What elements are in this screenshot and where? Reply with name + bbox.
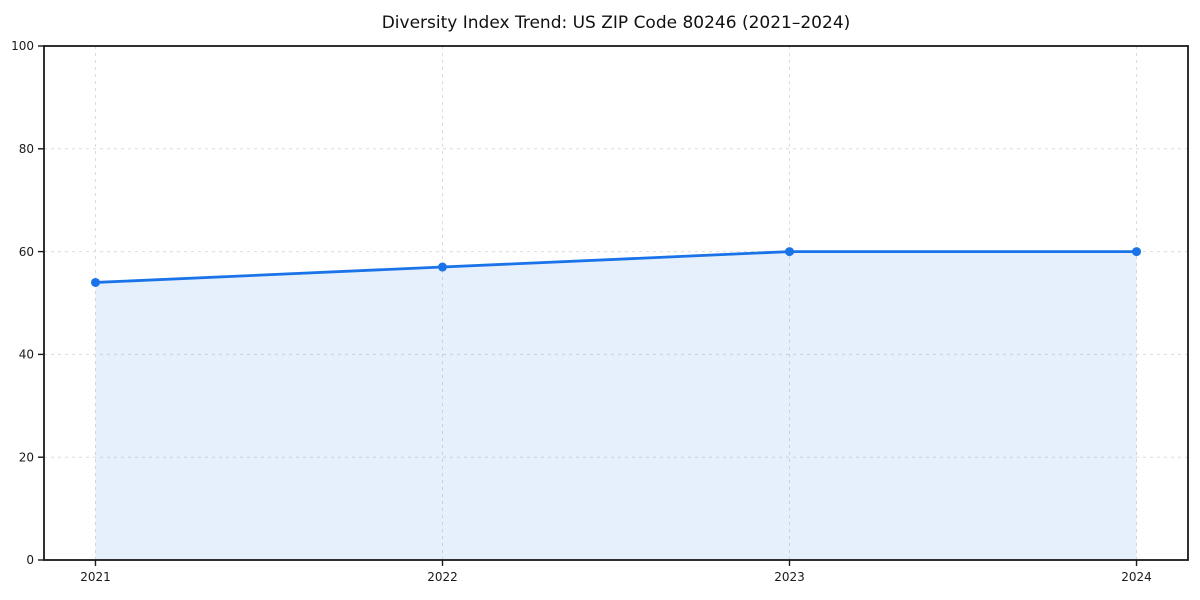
trend-line bbox=[94, 250, 1138, 284]
data-points bbox=[90, 247, 1142, 287]
y-axis: 0 20 40 60 80 100 bbox=[11, 39, 44, 567]
y-tick-label: 60 bbox=[19, 245, 34, 259]
x-tick-label: 2022 bbox=[427, 570, 458, 584]
x-axis: 2021 2022 2023 2024 bbox=[80, 560, 1152, 584]
data-point bbox=[1132, 247, 1142, 257]
y-tick-label: 100 bbox=[11, 39, 34, 53]
area-fill bbox=[95, 251, 1137, 560]
chart-title: Diversity Index Trend: US ZIP Code 80246… bbox=[381, 13, 851, 33]
axes-frame bbox=[43, 45, 1189, 561]
data-point bbox=[90, 277, 100, 287]
x-tick-label: 2024 bbox=[1121, 570, 1152, 584]
y-tick-label: 0 bbox=[26, 553, 34, 567]
y-tick-label: 80 bbox=[19, 142, 34, 156]
x-tick-label: 2023 bbox=[774, 570, 805, 584]
data-point bbox=[785, 247, 795, 257]
y-tick-label: 20 bbox=[19, 450, 34, 464]
y-tick-label: 40 bbox=[19, 348, 34, 362]
x-tick-label: 2021 bbox=[80, 570, 111, 584]
data-point bbox=[437, 262, 447, 272]
